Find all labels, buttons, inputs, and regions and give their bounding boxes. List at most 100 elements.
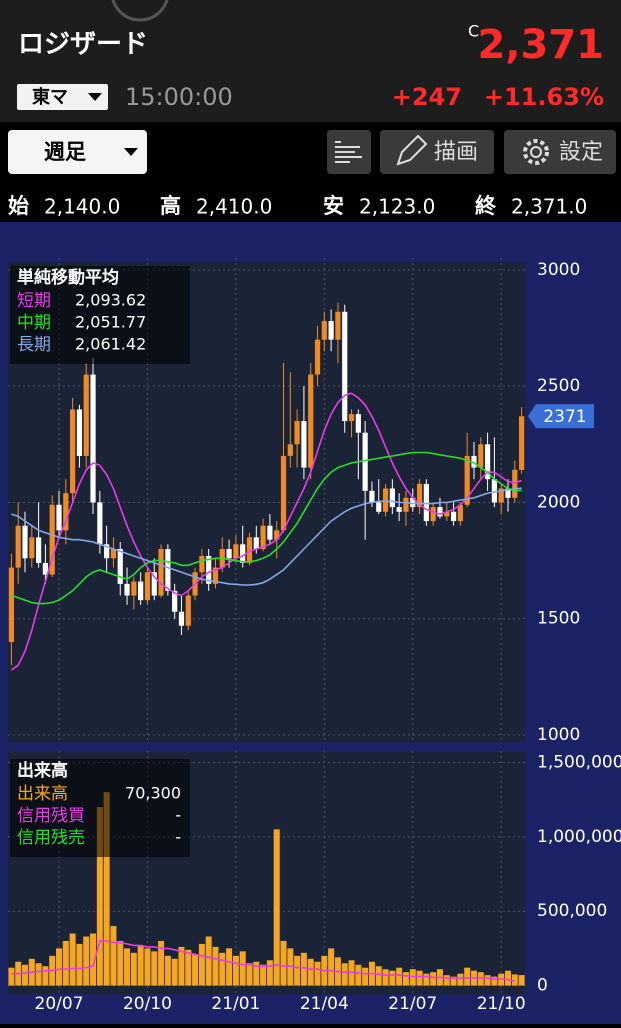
volume-bar <box>96 807 103 986</box>
candle-body <box>8 567 15 642</box>
candle-body <box>206 555 212 584</box>
legend-title: 出来高 <box>17 760 68 781</box>
candle-body <box>328 321 334 340</box>
y-tick-label: 1,500,000 <box>537 752 621 772</box>
volume-bar <box>511 974 518 986</box>
candle-body <box>444 511 450 517</box>
period-select[interactable] <box>8 130 147 174</box>
change-pct: +11.63% <box>484 83 604 111</box>
volume-bar <box>178 946 185 986</box>
volume-bar <box>42 966 49 986</box>
list-icon <box>335 141 362 163</box>
volume-bar <box>266 960 273 986</box>
candle-body <box>49 504 55 575</box>
volume-bar <box>124 948 131 986</box>
y-tick-label: 2000 <box>537 492 580 512</box>
volume-bar <box>307 958 314 986</box>
x-tick-label: 20/07 <box>35 994 84 1014</box>
volume-bar <box>69 933 76 986</box>
candle-body <box>437 507 443 517</box>
volume-bar <box>151 951 158 986</box>
candle-body <box>274 530 280 540</box>
price-tag <box>528 404 594 429</box>
stock-name: ロジザード <box>18 30 148 60</box>
candle-body <box>165 548 171 591</box>
dropdown-arrow <box>88 93 102 101</box>
x-tick-label: 20/10 <box>123 994 172 1014</box>
volume-bar <box>457 973 464 986</box>
y-tick-label: 500,000 <box>537 901 607 921</box>
draw-button[interactable] <box>380 130 494 174</box>
volume-bar <box>484 975 491 986</box>
candle-body <box>308 374 314 468</box>
volume-bar <box>239 951 246 986</box>
candle-body <box>178 611 185 626</box>
legend-value: - <box>175 828 181 847</box>
candle-body <box>144 572 151 601</box>
volume-bar <box>35 963 42 986</box>
candle-body <box>484 444 491 480</box>
candle-body <box>512 469 518 498</box>
y-tick-label: 1000 <box>537 725 580 745</box>
candle-body <box>104 544 110 559</box>
price: 2,371 <box>477 22 604 68</box>
legend-value: 2,061.42 <box>75 335 146 354</box>
candle-body <box>376 502 382 512</box>
candle-body <box>70 409 76 494</box>
y-tick-label: 2500 <box>537 376 580 396</box>
candle-body <box>90 374 96 503</box>
volume-bar <box>504 970 511 986</box>
candle-body <box>56 504 62 531</box>
y-tick-label: 1500 <box>537 609 580 629</box>
volume-bar <box>450 976 457 986</box>
volume-bar <box>443 975 450 986</box>
volume-bar <box>103 792 110 986</box>
charts: 1000 1500 2000 2500 3000 0 500,000 1,000,000 1,5… <box>8 258 621 1014</box>
volume-bar <box>430 972 437 986</box>
market-select[interactable] <box>17 84 108 110</box>
volume-bar <box>90 933 97 986</box>
candle-body <box>355 414 361 433</box>
volume-bar <box>212 946 219 986</box>
volume-bar <box>22 964 29 986</box>
volume-bar <box>62 940 69 986</box>
volume-bar <box>273 829 280 986</box>
candle-body <box>151 572 157 596</box>
gear-icon <box>530 146 542 158</box>
candle-body <box>226 548 232 559</box>
y-tick-label: 3000 <box>537 260 580 280</box>
pencil-icon <box>396 134 428 166</box>
volume-bar <box>137 945 144 986</box>
volume-bar <box>117 940 124 986</box>
volume-bar <box>192 954 199 986</box>
ohlc-row: 始 2,140.0 高 2,410.0 安 2,123.0 終 2,371.0 <box>8 194 587 219</box>
legend-name: 中期 <box>17 313 51 333</box>
volume-bar <box>205 936 212 986</box>
back-icon[interactable] <box>111 0 169 22</box>
candle-body <box>240 544 246 563</box>
candle-body <box>280 455 287 531</box>
ohlc-label: 安 <box>323 194 344 218</box>
legend-value: - <box>175 806 181 825</box>
legend-box <box>10 266 190 364</box>
candle-body <box>246 537 253 563</box>
volume-bar <box>423 973 430 986</box>
candle-body <box>124 583 130 596</box>
x-tick-label: 21/01 <box>211 994 260 1014</box>
candle-body <box>362 432 368 491</box>
candle-body <box>29 537 35 559</box>
legend-title: 単純移動平均 <box>17 267 119 288</box>
period: 週足 <box>44 140 86 164</box>
volume-bar <box>341 963 348 986</box>
volume-bar <box>226 948 233 986</box>
candle-body <box>314 339 321 375</box>
volume-bar <box>253 961 260 986</box>
settings-button[interactable] <box>504 130 616 174</box>
volume-bar <box>185 949 192 986</box>
legend-name: 長期 <box>17 335 51 355</box>
candle-body <box>158 548 164 596</box>
candle-body <box>382 488 389 512</box>
price-tag-label: 2371 <box>543 407 586 427</box>
volume-bar <box>300 952 307 986</box>
candle-body <box>342 311 348 422</box>
